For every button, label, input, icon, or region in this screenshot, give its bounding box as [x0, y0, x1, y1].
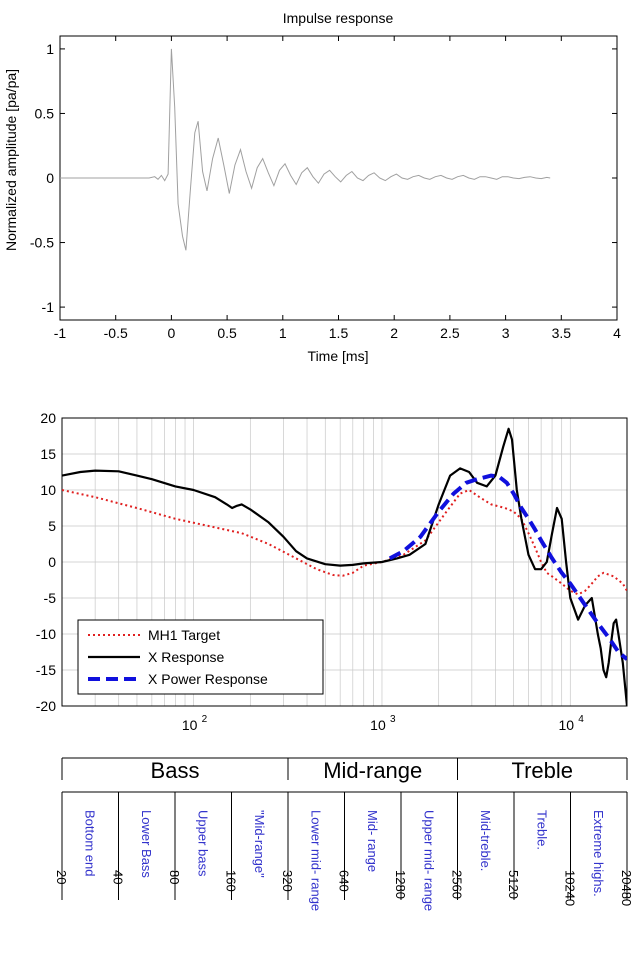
- chart2-x-tick-exponent: 4: [578, 714, 584, 725]
- bands-freq-tick-label: 5120: [506, 870, 521, 899]
- bands-freq-tick-label: 40: [111, 870, 126, 884]
- chart1-x-tick-label: 3.5: [552, 325, 572, 341]
- chart1-x-tick-label: 4: [613, 325, 621, 341]
- frequency-bands-diagram: Bass Mid-range Treble 20 40 80 160 320 640 1280 25…: [54, 757, 634, 911]
- chart2-y-tick-label: 0: [48, 554, 56, 570]
- chart1-x-tick-label: 0: [168, 325, 176, 341]
- chart1-x-tick-label: 2.5: [440, 325, 460, 341]
- bands-sub-label-7: Mid-treble.: [478, 810, 493, 871]
- bands-sub-label-1: Lower Bass: [139, 810, 154, 878]
- chart2-x-tick-label: 10 2: [182, 714, 208, 733]
- chart2-x-tick-exponent: 2: [202, 714, 208, 725]
- chart2-x-tick-base: 10: [182, 717, 198, 733]
- chart1-x-tick-label: 2: [390, 325, 398, 341]
- bands-sub-label-4: Lower mid- range: [308, 810, 323, 911]
- chart1-y-tick-label: 0: [46, 170, 54, 186]
- bands-sub-label-0: Bottom end: [82, 810, 97, 877]
- bands-freq-tick-label: 640: [337, 870, 352, 892]
- chart2-y-tick-label: -10: [36, 626, 56, 642]
- chart1-y-tick-label: -0.5: [30, 235, 54, 251]
- chart1-x-tick-label: 3: [502, 325, 510, 341]
- chart2-x-tick-base: 10: [559, 717, 575, 733]
- chart2-series-line-2: [388, 473, 627, 661]
- chart1-x-tick-label: -0.5: [104, 325, 128, 341]
- bands-freq-tick-label: 20480: [619, 870, 634, 906]
- bands-freq-tick-label: 2560: [450, 870, 465, 899]
- chart1-title: Impulse response: [283, 10, 394, 26]
- chart2-legend-label-1: X Response: [148, 649, 224, 665]
- bands-freq-tick-label: 20: [54, 870, 69, 884]
- bands-sub-label-9: Extreme highs.: [591, 810, 606, 897]
- chart2-x-tick-label: 10 3: [370, 714, 396, 733]
- impulse-response-chart: Impulse response Normalized amplitude [p…: [3, 10, 621, 364]
- chart2-series-line-0: [62, 489, 627, 596]
- bands-freq-tick-label: 10240: [563, 870, 578, 906]
- chart2-legend: MH1 Target X Response X Power Response: [77, 619, 324, 695]
- chart1-x-tick-label: -1: [54, 325, 67, 341]
- chart2-x-tick-label: 10 4: [559, 714, 585, 733]
- bands-sub-label-3: "Mid-range": [252, 810, 267, 878]
- chart2-y-tick-label: -5: [44, 590, 57, 606]
- chart2-x-tick-exponent: 3: [390, 714, 396, 725]
- bands-sub-label-8: Treble.: [534, 810, 549, 850]
- chart2-legend-label-2: X Power Response: [148, 671, 268, 687]
- chart2-x-tick-base: 10: [370, 717, 386, 733]
- bands-group-label-0: Bass: [151, 758, 200, 783]
- chart1-y-tick-label: -1: [42, 299, 55, 315]
- chart1-x-axis-label: Time [ms]: [308, 348, 369, 364]
- impulse-series-line: [60, 48, 551, 251]
- bands-freq-tick-label: 1280: [393, 870, 408, 899]
- bands-freq-tick-label: 80: [167, 870, 182, 884]
- chart2-y-tick-label: -15: [36, 662, 56, 678]
- chart2-legend-label-0: MH1 Target: [148, 627, 220, 643]
- chart1-y-tick-label: 0.5: [35, 105, 55, 121]
- chart2-y-tick-label: 20: [40, 410, 56, 426]
- bands-freq-tick-label: 160: [224, 870, 239, 892]
- chart2-y-tick-label: 10: [40, 482, 56, 498]
- bands-group-label-2: Treble: [511, 758, 573, 783]
- bands-freq-tick-label: 320: [280, 870, 295, 892]
- bands-sub-label-5: Mid- range: [365, 810, 380, 872]
- chart2-y-tick-label: 5: [48, 518, 56, 534]
- chart2-y-tick-label: -20: [36, 698, 56, 714]
- bands-sub-label-6: Upper mid- range: [421, 810, 436, 911]
- chart1-x-tick-label: 1: [279, 325, 287, 341]
- bands-sub-label-2: Upper bass: [195, 810, 210, 877]
- bands-group-label-1: Mid-range: [323, 758, 422, 783]
- chart1-x-tick-label: 0.5: [217, 325, 237, 341]
- chart1-y-tick-label: 1: [46, 41, 54, 57]
- chart1-x-tick-label: 1.5: [329, 325, 349, 341]
- chart1-y-axis-label: Normalized amplitude [pa/pa]: [3, 69, 19, 251]
- chart2-y-tick-label: 15: [40, 446, 56, 462]
- chart2-series-line-1: [62, 427, 627, 706]
- chart2-plot-frame: [61, 417, 628, 707]
